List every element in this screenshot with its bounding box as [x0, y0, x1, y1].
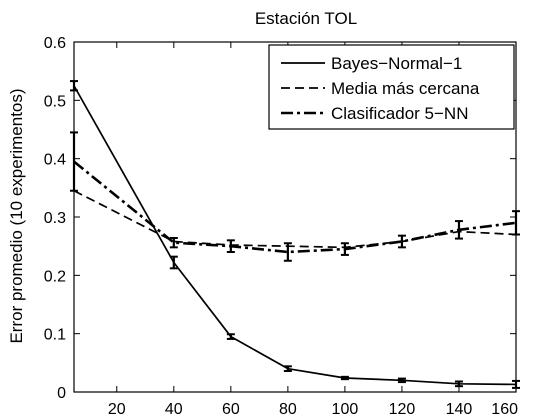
series-line-1: [73, 85, 517, 386]
y-tick-label: 0.3: [44, 210, 66, 227]
x-tick-label: 60: [222, 401, 240, 418]
legend-label-1: Bayes−Normal−1: [331, 54, 462, 73]
x-tick-label: 20: [108, 401, 126, 418]
plot-area: 0 0.1 0.2 0.3 0.4 0.5 0.6 20 40 60 80 100 120 140 160: [44, 35, 520, 418]
y-tick-label: 0.2: [44, 268, 66, 285]
series-line-3: [73, 160, 517, 254]
legend-label-2: Media más cercana: [331, 79, 480, 98]
y-tick-label: 0.5: [44, 93, 66, 110]
x-tick-label: 40: [165, 401, 183, 418]
y-axis-label: Error promedio (10 experimentos): [7, 88, 26, 343]
series-line-2: [73, 189, 517, 249]
y-tick-label: 0.4: [44, 152, 66, 169]
x-tick-label: 80: [279, 401, 297, 418]
legend: Bayes−Normal−1 Media más cercana Clasifica…: [268, 44, 515, 130]
x-tick-label: 100: [332, 401, 359, 418]
chart-title: Estación TOL: [255, 9, 357, 28]
legend-label-3: Clasificador 5−NN: [331, 104, 468, 123]
x-tick-label: 160: [491, 401, 518, 418]
x-tick-label: 120: [389, 401, 416, 418]
y-tick-label: 0: [57, 385, 66, 402]
x-tick-label: 140: [446, 401, 473, 418]
y-tick-label: 0.1: [44, 327, 66, 344]
legend-box: [268, 44, 515, 130]
y-tick-label: 0.6: [44, 35, 66, 52]
